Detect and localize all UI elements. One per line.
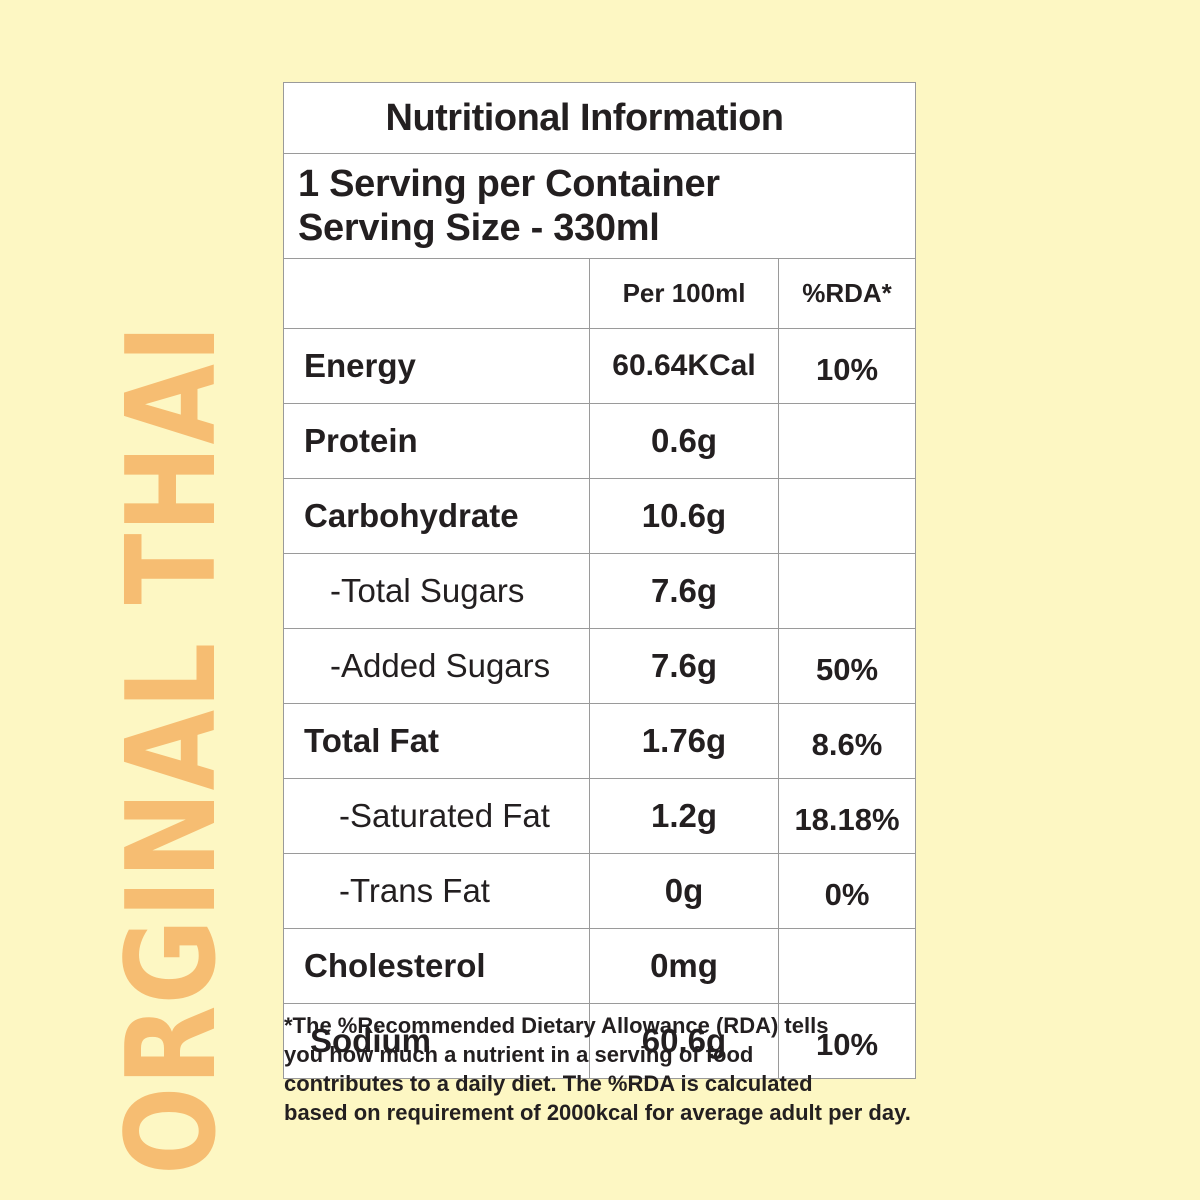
footnote-line: contributes to a daily diet. The %RDA is… xyxy=(284,1071,813,1096)
nutrient-rda: 50% xyxy=(777,628,917,704)
nutrient-name: Total Fat xyxy=(283,703,590,779)
table-row: Sodium 60.6g 10% xyxy=(283,1003,917,1079)
rda-footnote: *The %Recommended Dietary Allowance (RDA… xyxy=(284,1011,1044,1127)
table-row: Carbohydrate 10.6g xyxy=(283,478,917,554)
nutrient-value: 7.6g xyxy=(589,553,779,629)
nutrient-name: -Trans Fat xyxy=(283,853,590,929)
serving-info-cell: 1 Serving per Container Serving Size - 3… xyxy=(282,153,917,259)
footnote-line: you how much a nutrient in a serving of … xyxy=(284,1042,754,1067)
nutrient-rda xyxy=(777,478,917,554)
nutrient-name: Energy xyxy=(283,328,590,404)
nutrient-value: 60.6g xyxy=(589,1003,779,1079)
header-empty-cell xyxy=(283,258,590,329)
table-row: -Added Sugars 7.6g 50% xyxy=(283,628,917,704)
nutrient-rda: 18.18% xyxy=(777,778,917,854)
column-header-per-100ml: Per 100ml xyxy=(589,258,779,329)
nutrient-name: Sodium xyxy=(283,1003,590,1079)
nutrient-value: 7.6g xyxy=(589,628,779,704)
table-row: -Total Sugars 7.6g xyxy=(283,553,917,629)
table-title-cell: Nutritional Information xyxy=(282,82,917,154)
table-row: -Saturated Fat 1.2g 18.18% xyxy=(283,778,917,854)
nutrient-name: -Saturated Fat xyxy=(283,778,590,854)
nutrition-table: Nutritional Information 1 Serving per Co… xyxy=(282,82,917,1079)
nutrient-rda xyxy=(777,403,917,479)
nutrient-name: -Total Sugars xyxy=(283,553,590,629)
serving-size: Serving Size - 330ml xyxy=(298,207,660,249)
footnote-line: based on requirement of 2000kcal for ave… xyxy=(284,1100,911,1125)
table-row: Cholesterol 0mg xyxy=(283,928,917,1004)
nutrient-name: Carbohydrate xyxy=(283,478,590,554)
table-row: Energy 60.64KCal 10% xyxy=(283,328,917,404)
nutrient-value: 60.64KCal xyxy=(589,328,779,404)
nutrient-rda: 0% xyxy=(777,853,917,929)
table-row: Protein 0.6g xyxy=(283,403,917,479)
nutrient-value: 1.76g xyxy=(589,703,779,779)
nutrient-rda xyxy=(777,553,917,629)
nutrient-value: 0mg xyxy=(589,928,779,1004)
table-row: -Trans Fat 0g 0% xyxy=(283,853,917,929)
servings-per-container: 1 Serving per Container xyxy=(298,163,720,205)
nutrient-rda: 10% xyxy=(777,1003,917,1079)
nutrient-name: Cholesterol xyxy=(283,928,590,1004)
nutrient-name: Protein xyxy=(283,403,590,479)
nutrient-rda: 8.6% xyxy=(777,703,917,779)
nutrient-value: 1.2g xyxy=(589,778,779,854)
nutrient-rda xyxy=(777,928,917,1004)
nutrient-name: -Added Sugars xyxy=(283,628,590,704)
nutrient-rda: 10% xyxy=(777,328,917,404)
column-header-rda: %RDA* xyxy=(777,258,917,329)
table-title: Nutritional Information xyxy=(385,96,785,139)
nutrient-value: 0.6g xyxy=(589,403,779,479)
nutrient-value: 0g xyxy=(589,853,779,929)
nutrient-value: 10.6g xyxy=(589,478,779,554)
footnote-line: *The %Recommended Dietary Allowance (RDA… xyxy=(284,1013,829,1038)
side-title: ORGINAL THAI xyxy=(99,323,244,1175)
table-row: Total Fat 1.76g 8.6% xyxy=(283,703,917,779)
